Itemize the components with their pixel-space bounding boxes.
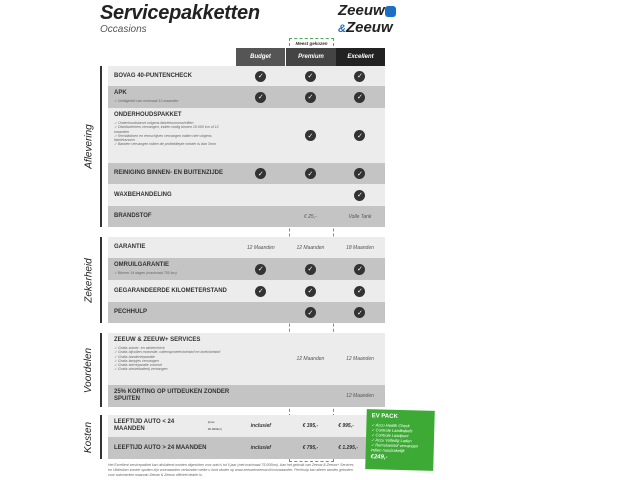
cell-value: Volle Tank: [348, 213, 372, 220]
cell-value: inclusief: [250, 423, 271, 429]
note: Remblokken en remschijven vervangen indi…: [114, 134, 230, 143]
table-row-apk: APKGeldigheid van minimaal 12 maanden ✓ …: [108, 86, 385, 108]
cell-price: € 395,-: [302, 423, 319, 429]
most-chosen-badge: Meest gekozen: [295, 41, 328, 46]
table-row-garantie: GARANTIE 12 Maanden 12 Maanden 18 Maande…: [108, 237, 385, 258]
row-label: LEEFTIJD AUTO < 24 MAANDEN (max. 30.000km…: [114, 419, 222, 432]
cell-value: 12 Maanden: [296, 244, 325, 251]
note: Gratis zomer- en wintercheck: [114, 346, 230, 350]
cell-value: 12 Maanden: [296, 356, 325, 362]
section-kosten: Kosten: [83, 421, 95, 453]
check-icon: ✓: [354, 307, 366, 318]
table-row-bovag: BOVAG 40-PUNTENCHECK ✓ ✓ ✓: [108, 66, 385, 86]
check-icon: ✓: [354, 91, 366, 103]
ev-pack-title: EV PACK: [371, 413, 398, 420]
cell-price: € 995,-: [338, 423, 354, 429]
section-aflevering: Aflevering: [83, 124, 95, 169]
table-row-kilometerstand: GEGARANDEERDE KILOMETERSTAND ✓ ✓ ✓: [108, 280, 385, 302]
section-divider: [100, 333, 102, 407]
note: Gratis sleutelbatterij vervangen: [114, 367, 230, 371]
check-icon: ✓: [354, 168, 366, 179]
table-row-brandstof: BRANDSTOF € 25,- Volle Tank: [108, 206, 385, 227]
ev-pack-box: EV PACK Accu Health Check Controle Laadk…: [365, 409, 435, 471]
zeeuw-logo: Zeeuw &Zeeuw: [338, 2, 408, 38]
check-icon: ✓: [255, 285, 267, 297]
note: Gratis lampjes vervangen: [114, 359, 230, 363]
section-zekerheid: Zekerheid: [83, 257, 95, 303]
note: Geldigheid van minimaal 12 maanden: [114, 99, 230, 103]
row-label: ZEEUW & ZEEUW+ SERVICES Gratis zomer- en…: [108, 333, 236, 385]
table-row-services: ZEEUW & ZEEUW+ SERVICES Gratis zomer- en…: [108, 333, 385, 385]
row-label: BRANDSTOF: [114, 213, 152, 219]
note: Gratis bijvullen motorolie, ruitensproei…: [114, 350, 230, 354]
logo-amp: &: [338, 23, 346, 35]
section-divider: [100, 66, 102, 227]
cell-value: 18 Maanden: [346, 244, 374, 251]
table-row-wax: WAXBEHANDELING ✓: [108, 184, 385, 206]
row-label: 25% KORTING OP UITDEUKEN ZONDER SPUITEN: [114, 389, 230, 402]
row-label: GARANTIE: [114, 244, 146, 250]
check-icon: ✓: [255, 70, 267, 82]
ev-item: Remvloeistof vervangen indien noodzakeli…: [371, 442, 429, 454]
check-icon: ✓: [304, 130, 316, 141]
ev-pack-price: €249,-: [370, 454, 388, 461]
check-icon: ✓: [304, 307, 316, 318]
note: Onderhoudsbeurt volgens fabrieksvoorschr…: [114, 121, 230, 125]
table-row-leeftijd-lt24: LEEFTIJD AUTO < 24 MAANDEN (max. 30.000km…: [108, 415, 385, 437]
check-icon: ✓: [304, 70, 316, 82]
column-header-premium: Premium: [286, 48, 336, 66]
page-title: Servicepakketten: [100, 2, 260, 24]
cell-price: € 1.295,-: [338, 445, 358, 451]
logo-z-icon: [384, 5, 396, 17]
column-header-budget: Budget: [236, 48, 285, 66]
note: Distributieriem vervangen, indien nodig …: [114, 125, 230, 134]
logo-text-2: Zeeuw: [345, 19, 393, 36]
cell-price: € 795,-: [302, 445, 319, 451]
row-label: PECHHULP: [114, 309, 148, 315]
check-icon: ✓: [304, 91, 316, 103]
cell-value: inclusief: [250, 445, 271, 451]
table-row-omruil: OMRUILGARANTIEBinnen 14 dagen (maximaal …: [108, 258, 385, 280]
check-icon: ✓: [354, 189, 366, 201]
note: Gratis sterreparatie voorruit: [114, 363, 230, 367]
logo-text: Zeeuw: [338, 2, 385, 19]
footnote: Het Excellent servicepakket kan uitsluit…: [108, 463, 354, 477]
check-icon: ✓: [354, 285, 366, 297]
section-voordelen: Voordelen: [83, 347, 95, 393]
cell-value: 12 Maanden: [346, 356, 374, 362]
row-label: WAXBEHANDELING: [114, 191, 172, 198]
column-header-excellent: Excellent: [336, 48, 385, 66]
row-label: APKGeldigheid van minimaal 12 maanden: [108, 86, 236, 108]
page-subtitle: Occasions: [100, 24, 147, 35]
check-icon: ✓: [354, 263, 366, 275]
cell-value: 12 Maanden: [246, 244, 275, 251]
cell-value: 12 Maanden: [346, 393, 374, 399]
cell-value: € 25,-: [303, 213, 317, 220]
row-label: OMRUILGARANTIEBinnen 14 dagen (maximaal …: [108, 258, 236, 280]
check-icon: ✓: [255, 263, 267, 275]
row-label: LEEFTIJD AUTO > 24 MAANDEN: [114, 444, 207, 451]
table-row-onderhoud: ONDERHOUDSPAKKET Onderhoudsbeurt volgens…: [108, 108, 385, 163]
check-icon: ✓: [304, 168, 316, 179]
row-label: ONDERHOUDSPAKKET Onderhoudsbeurt volgens…: [108, 108, 236, 163]
note: Banden vervangen indien de profieldiepte…: [114, 142, 230, 146]
row-label: GEGARANDEERDE KILOMETERSTAND: [114, 287, 227, 294]
row-label: REINIGING BINNEN- EN BUITENZIJDE: [114, 170, 224, 176]
section-divider: [100, 237, 102, 323]
check-icon: ✓: [255, 91, 267, 103]
check-icon: ✓: [354, 130, 366, 141]
note: Gratis bandenreparatie: [114, 355, 230, 359]
table-row-leeftijd-gt24: LEEFTIJD AUTO > 24 MAANDEN inclusief € 7…: [108, 437, 385, 459]
table-row-pechhulp: PECHHULP ✓ ✓: [108, 302, 385, 323]
table-row-korting: 25% KORTING OP UITDEUKEN ZONDER SPUITEN …: [108, 385, 385, 407]
check-icon: ✓: [354, 70, 366, 82]
check-icon: ✓: [304, 263, 316, 275]
table-row-reiniging: REINIGING BINNEN- EN BUITENZIJDE ✓ ✓ ✓: [108, 163, 385, 184]
check-icon: ✓: [255, 168, 267, 179]
row-label: BOVAG 40-PUNTENCHECK: [114, 72, 192, 79]
note: Binnen 14 dagen (maximaal 750 km): [114, 271, 230, 275]
section-divider: [100, 415, 102, 459]
check-icon: ✓: [304, 285, 316, 297]
